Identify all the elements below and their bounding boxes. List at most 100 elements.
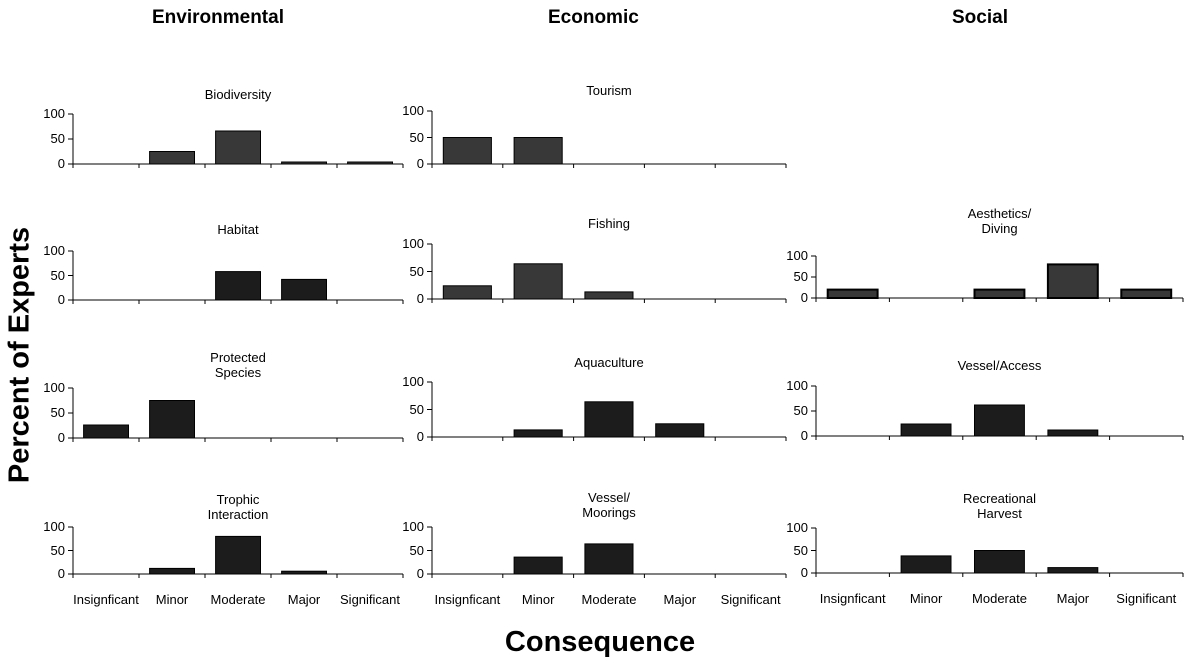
category-label-10-1: Minor xyxy=(909,591,943,606)
panel-8 xyxy=(811,255,1184,302)
bar-1-2 xyxy=(215,271,262,301)
column-title-environmental: Environmental xyxy=(152,7,284,28)
bar-10-3 xyxy=(1047,567,1099,574)
column-title-economic: Economic xyxy=(548,7,639,28)
bar-10-1 xyxy=(900,555,952,574)
y-tick-label-4-0: 0 xyxy=(416,156,424,171)
category-label-10-3: Major xyxy=(1056,591,1090,606)
bar-1-3 xyxy=(281,278,328,301)
y-tick-label-7-1: 50 xyxy=(409,542,424,558)
y-tick-label-6-0: 0 xyxy=(416,429,424,444)
y-tick-label-5-2: 100 xyxy=(402,236,424,251)
category-label-10-4: Significant xyxy=(1116,591,1177,606)
bar-8-3 xyxy=(1046,263,1099,299)
y-tick-label-1-1: 50 xyxy=(50,267,65,283)
y-tick-label-3-1: 50 xyxy=(50,542,65,558)
category-label-7-1: Minor xyxy=(521,592,555,607)
y-tick-label-7-2: 100 xyxy=(402,519,424,534)
panel-1 xyxy=(68,250,404,304)
panel-title-7: Vessel/Moorings xyxy=(582,490,636,520)
bar-3-2 xyxy=(215,535,262,575)
y-tick-label-10-0: 0 xyxy=(800,565,808,580)
y-tick-label-1-2: 100 xyxy=(43,243,65,258)
panel-4 xyxy=(427,110,787,168)
bar-7-1 xyxy=(513,556,563,575)
panel-9 xyxy=(811,385,1184,440)
y-tick-label-4-2: 100 xyxy=(402,103,424,118)
bar-2-1 xyxy=(149,400,196,439)
y-tick-label-2-1: 50 xyxy=(50,405,65,420)
panel-0 xyxy=(68,113,404,168)
bar-10-2 xyxy=(974,550,1025,574)
bar-6-3 xyxy=(655,423,705,438)
category-label-3-3: Major xyxy=(287,592,321,607)
panel-title-0: Biodiversity xyxy=(204,87,272,102)
category-label-3-1: Minor xyxy=(155,592,189,607)
panel-7 xyxy=(427,526,787,578)
y-tick-label-0-2: 100 xyxy=(43,106,65,121)
bar-4-0 xyxy=(442,137,492,165)
bar-0-1 xyxy=(149,151,196,165)
column-title-social: Social xyxy=(952,7,1008,28)
bar-9-3 xyxy=(1047,429,1099,437)
bar-5-0 xyxy=(442,285,492,300)
y-tick-label-10-1: 50 xyxy=(793,542,808,558)
y-tick-label-9-1: 50 xyxy=(793,403,808,418)
panel-6 xyxy=(427,381,787,441)
bar-2-0 xyxy=(83,424,129,439)
bar-6-2 xyxy=(584,401,634,438)
panel-title-4: Tourism xyxy=(586,83,632,98)
panel-10 xyxy=(811,527,1184,577)
y-tick-label-5-0: 0 xyxy=(416,291,424,306)
y-tick-label-10-2: 100 xyxy=(786,520,808,535)
y-tick-label-9-2: 100 xyxy=(786,378,808,393)
panel-title-2: Protected Species xyxy=(210,350,266,380)
bar-8-0 xyxy=(826,288,879,300)
y-tick-label-0-0: 0 xyxy=(57,156,65,171)
y-tick-label-1-0: 0 xyxy=(57,292,65,307)
panel-title-3: Trophic Interaction xyxy=(207,492,269,522)
y-tick-label-2-0: 0 xyxy=(57,430,65,445)
category-label-3-0: Insignficant xyxy=(73,592,139,607)
bar-8-4 xyxy=(1120,288,1173,300)
bar-7-2 xyxy=(584,543,634,575)
y-tick-label-8-1: 50 xyxy=(793,269,808,284)
category-label-7-4: Significant xyxy=(720,592,781,607)
panel-5 xyxy=(427,243,787,303)
category-label-10-0: Insignficant xyxy=(819,591,886,606)
y-tick-label-4-1: 50 xyxy=(409,129,424,145)
panel-title-10: Recreational Harvest xyxy=(963,491,1036,521)
category-label-7-0: Insignficant xyxy=(434,592,501,607)
category-label-10-2: Moderate xyxy=(972,591,1027,606)
bar-9-1 xyxy=(900,423,952,437)
panel-title-8: Aesthetics/Diving xyxy=(967,206,1032,236)
panel-3 xyxy=(68,526,404,578)
y-tick-label-2-2: 100 xyxy=(43,380,65,395)
y-tick-label-5-1: 50 xyxy=(409,263,424,279)
y-tick-label-3-2: 100 xyxy=(43,519,65,534)
x-axis-label: Consequence xyxy=(504,626,696,658)
y-tick-label-8-2: 100 xyxy=(786,248,808,263)
bar-5-2 xyxy=(584,291,634,300)
category-label-7-3: Major xyxy=(663,592,697,607)
bar-6-1 xyxy=(513,429,563,438)
y-tick-label-7-0: 0 xyxy=(416,566,424,581)
panel-2 xyxy=(68,387,404,442)
y-tick-label-8-0: 0 xyxy=(800,290,808,305)
panel-title-9: Vessel/Access xyxy=(957,358,1042,373)
category-label-3-4: Significant xyxy=(340,592,400,607)
bar-4-1 xyxy=(513,137,563,165)
panel-title-1: Habitat xyxy=(217,222,259,237)
category-label-3-2: Moderate xyxy=(210,592,266,607)
bar-5-1 xyxy=(513,263,563,300)
y-tick-label-0-1: 50 xyxy=(50,131,65,146)
panel-title-5: Fishing xyxy=(588,216,630,231)
panel-title-6: Aquaculture xyxy=(574,355,644,370)
y-tick-label-6-2: 100 xyxy=(402,374,424,389)
bar-0-2 xyxy=(215,130,262,165)
category-label-7-2: Moderate xyxy=(581,592,637,607)
y-tick-label-9-0: 0 xyxy=(800,428,808,443)
bar-3-1 xyxy=(149,567,196,575)
